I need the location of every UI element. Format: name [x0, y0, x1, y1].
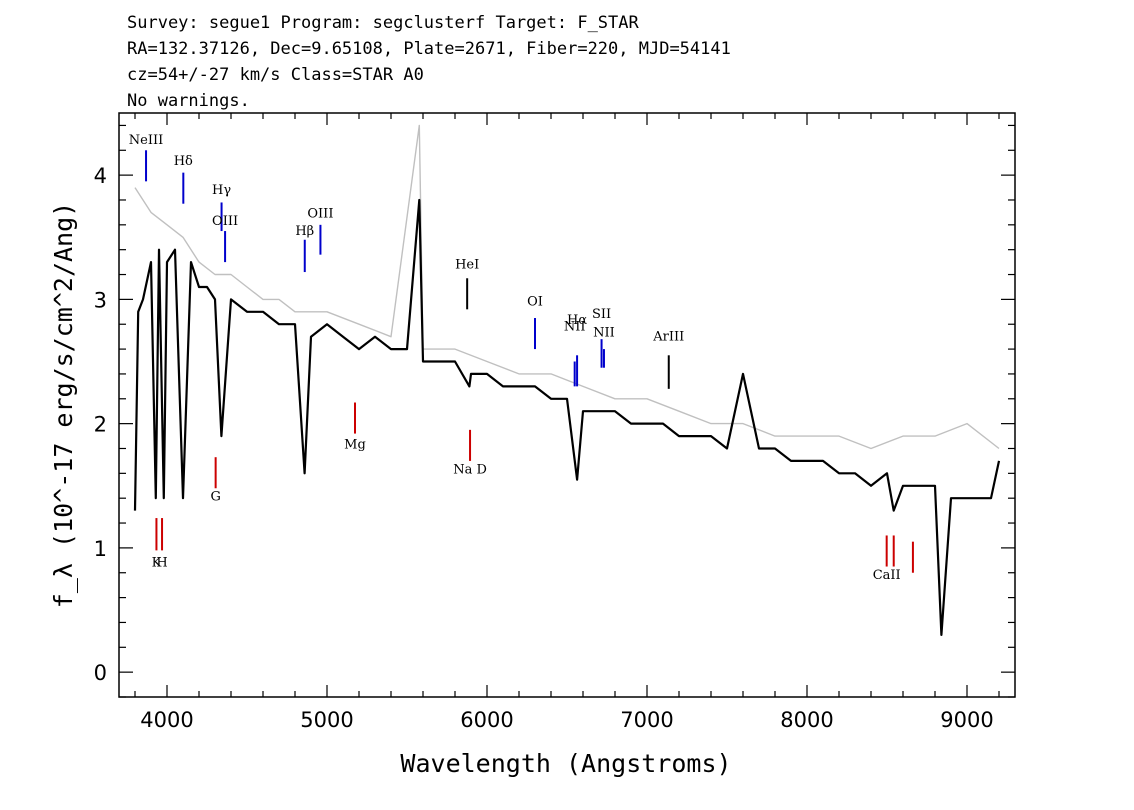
line-marker-label: OI	[527, 295, 543, 310]
y-tick-label: 2	[94, 413, 107, 437]
error-series-line	[134, 124, 1000, 450]
line-marker-label: SII	[592, 307, 611, 322]
line-marker-label: Na D	[453, 462, 487, 477]
header-survey-line: Survey: segue1 Program: segclusterf Targ…	[127, 13, 639, 33]
x-tick-label: 4000	[140, 708, 193, 732]
y-axis-title: f_λ (10^-17 erg/s/cm^2/Ang)	[49, 202, 78, 608]
flux-series-line	[133, 198, 1001, 637]
line-marker-label: Hγ	[212, 183, 231, 198]
line-marker-label: NII	[564, 319, 586, 334]
x-axis-title: Wavelength (Angstroms)	[400, 749, 731, 778]
header-warnings-line: No warnings.	[127, 91, 250, 111]
y-tick-label: 0	[94, 661, 107, 685]
plot-frame	[118, 112, 1016, 698]
y-tick-label: 3	[94, 288, 107, 312]
line-marker-label: ArIII	[652, 329, 684, 344]
line-marker-label: CaII	[873, 568, 901, 583]
line-marker-label: Hδ	[174, 154, 193, 169]
x-tick-label: 8000	[780, 708, 833, 732]
axis-layer: 4000 5000 6000 7000 8000 9000 0 1 2 3 4	[94, 112, 1016, 732]
line-marker-label: NeIII	[129, 133, 163, 148]
x-tick-label: 6000	[460, 708, 513, 732]
line-marker-label: H	[156, 556, 167, 571]
line-marker-label: Mg	[344, 437, 366, 452]
line-marker-label: HeI	[455, 257, 479, 272]
line-marker-label: G	[210, 490, 220, 505]
line-marker-label: Hα	[567, 313, 587, 328]
spectrum-header: Survey: segue1 Program: segclusterf Targ…	[127, 10, 731, 114]
line-marker-label: OIII	[212, 214, 238, 229]
line-marker-label: Hβ	[295, 224, 314, 239]
y-tick-label: 1	[94, 537, 107, 561]
line-marker-label: K	[152, 556, 162, 571]
y-tick-label: 4	[94, 164, 107, 188]
header-class-line: cz=54+/-27 km/s Class=STAR A0	[127, 65, 424, 85]
line-marker-label: OIII	[307, 206, 333, 221]
header-coordinates-line: RA=132.37126, Dec=9.65108, Plate=2671, F…	[127, 39, 731, 59]
x-tick-label: 7000	[620, 708, 673, 732]
line-marker-label: NII	[593, 326, 615, 341]
x-tick-label: 5000	[300, 708, 353, 732]
x-tick-label: 9000	[940, 708, 993, 732]
